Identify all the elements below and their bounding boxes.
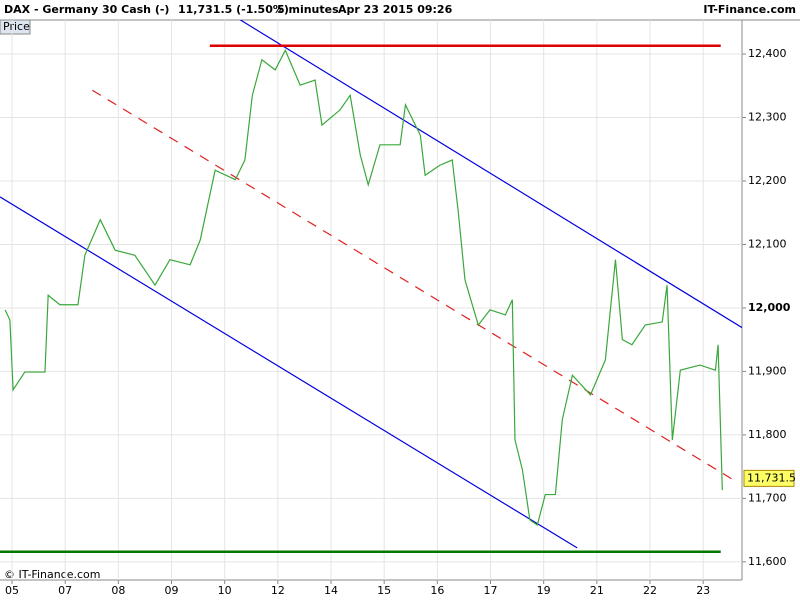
grid (0, 20, 742, 580)
brand: IT-Finance.com (703, 3, 796, 16)
x-tick-label: 17 (484, 584, 498, 597)
y-tick-label: 12,000 (748, 301, 791, 314)
x-tick-label: 08 (111, 584, 125, 597)
subtitle: 11,731.5 (-1.50%) (178, 3, 289, 16)
y-tick-label: 12,200 (748, 174, 787, 187)
x-tick-label: 05 (5, 584, 19, 597)
copyright: © IT-Finance.com (4, 568, 101, 581)
y-tick-label: 12,100 (748, 237, 787, 250)
interval: 5 minutes (277, 3, 339, 16)
price-tag (0, 19, 31, 35)
trendline (0, 196, 578, 549)
y-tick-label: 11,700 (748, 491, 787, 504)
x-tick-label: 09 (165, 584, 179, 597)
y-tick-label: 11,600 (748, 555, 787, 568)
x-tick-label: 22 (643, 584, 657, 597)
price-line (4, 48, 723, 527)
last-price-label: 11,731.5 (747, 471, 796, 484)
plot-area (0, 20, 742, 553)
x-tick-label: 07 (58, 584, 72, 597)
x-tick-label: 23 (696, 584, 710, 597)
x-tick-label: 19 (537, 584, 551, 597)
x-tick-label: 21 (590, 584, 604, 597)
y-tick-label: 12,300 (748, 111, 787, 124)
y-tick-label: 11,800 (748, 428, 787, 441)
trendline (239, 20, 742, 329)
y-tick-label: 12,400 (748, 47, 787, 60)
x-tick-label: 12 (271, 584, 285, 597)
x-tick-label: 10 (218, 584, 232, 597)
x-tick-label: 16 (430, 584, 444, 597)
chart-title: DAX - Germany 30 Cash (-) (4, 3, 169, 16)
x-tick-label: 14 (324, 584, 338, 597)
x-tick-label: 15 (377, 584, 391, 597)
y-tick-label: 11,900 (748, 364, 787, 377)
y-label: Price (3, 20, 30, 33)
date: Apr 23 2015 09:26 (338, 3, 453, 16)
last-price-box (743, 469, 795, 487)
